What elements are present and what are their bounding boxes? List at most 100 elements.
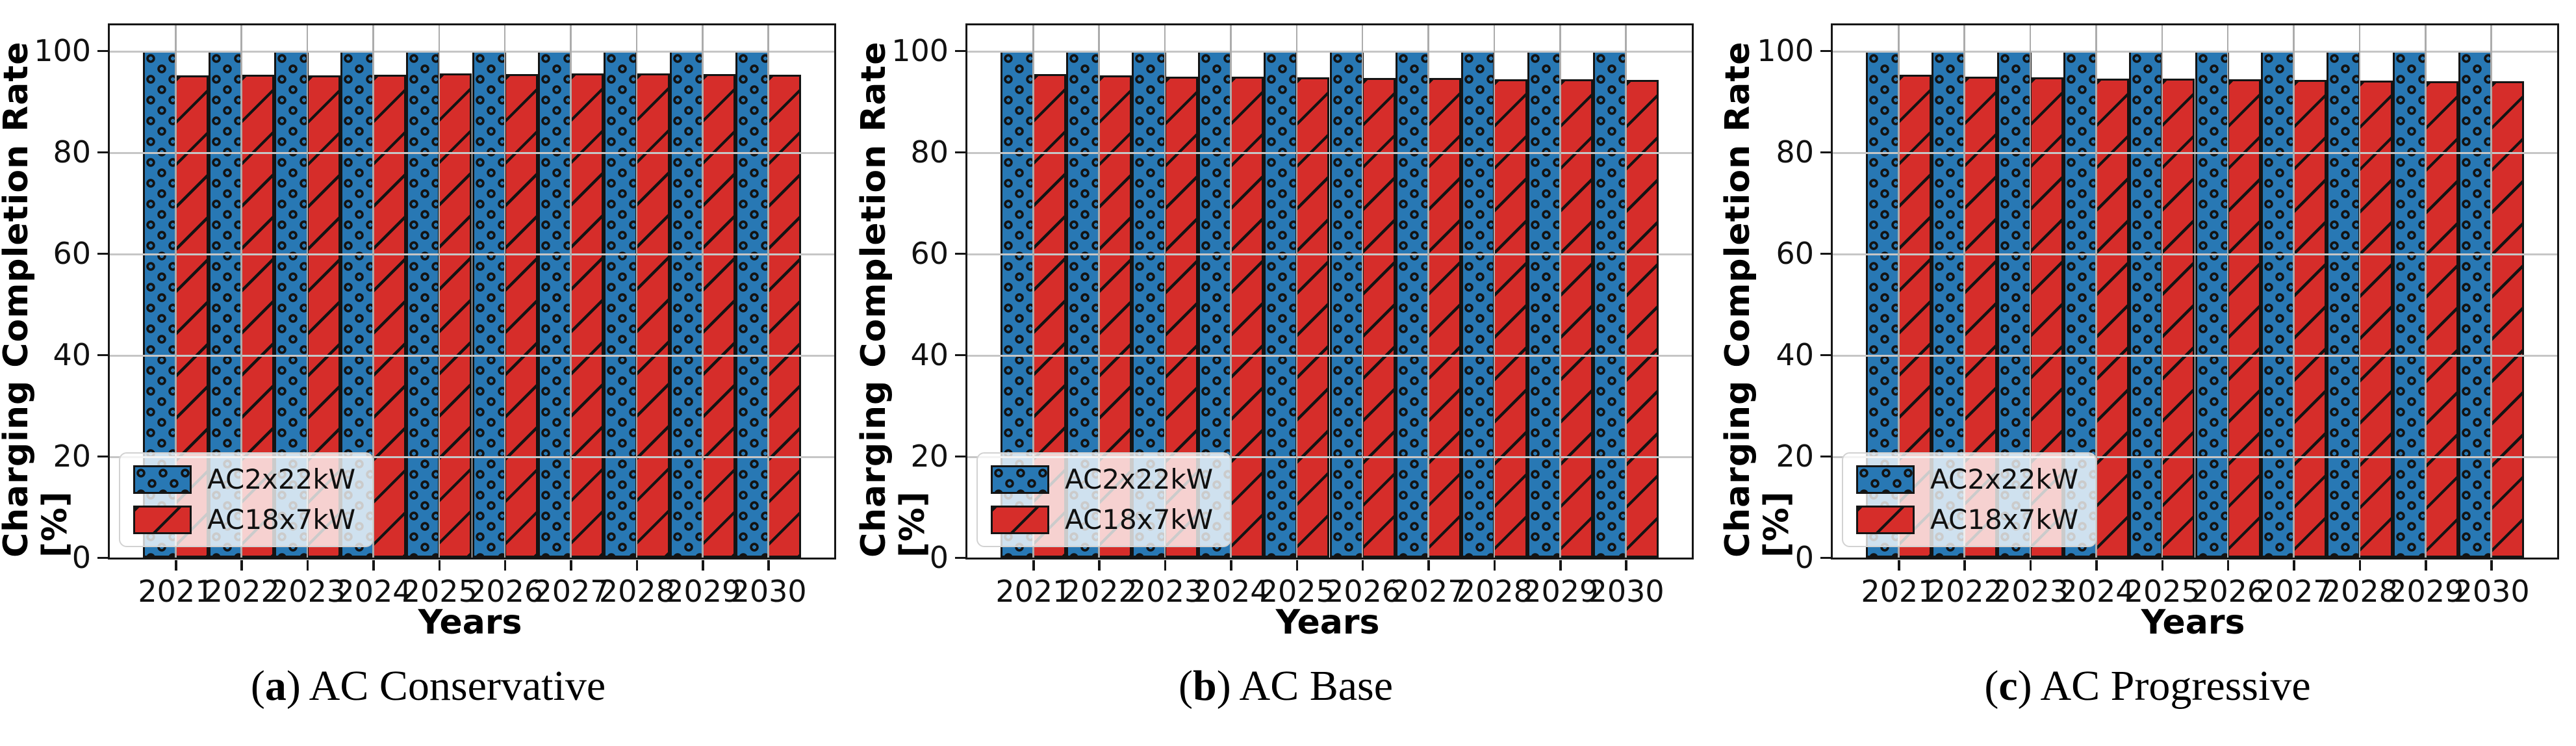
x-tick-label-2025: 2025 <box>401 574 478 609</box>
x-tick-2026 <box>1361 560 1364 571</box>
x-tick-label-2027: 2027 <box>1390 574 1467 609</box>
bar-ac18x7kw-2030 <box>2490 81 2525 558</box>
x-axis-title: Years <box>1275 603 1380 642</box>
bar-ac18x7kw-2028 <box>635 73 670 558</box>
x-tick-2025 <box>438 560 441 571</box>
x-tick-label-2021: 2021 <box>995 574 1072 609</box>
bar-ac18x7kw-2029 <box>1559 79 1593 558</box>
bar-ac18x7kw-2024 <box>2095 78 2130 558</box>
y-tick-label-40: 40 <box>910 337 949 372</box>
y-axis-title: Charging Completion Rate [%] <box>854 41 932 558</box>
y-tick-label-0: 0 <box>1794 539 1814 575</box>
bar-ac2x22kw-2030 <box>1592 51 1627 558</box>
legend-label-ac18x7kw: AC18x7kW <box>207 504 356 535</box>
x-tick-2021 <box>1898 560 1900 571</box>
plot-area-c: AC2x22kW AC18x7kW <box>1831 23 2559 560</box>
x-tick-2024 <box>2095 560 2098 571</box>
x-tick-2023 <box>306 560 309 571</box>
y-tick-label-20: 20 <box>1776 438 1814 474</box>
x-tick-label-2029: 2029 <box>2388 574 2464 609</box>
bar-ac18x7kw-2024 <box>1229 76 1264 558</box>
legend-item-ac2x22kw: AC2x22kW <box>1856 465 2078 494</box>
x-tick-label-2023: 2023 <box>270 574 346 609</box>
y-tick-100 <box>1820 49 1831 53</box>
y-tick-20 <box>1820 455 1831 458</box>
y-tick-label-60: 60 <box>53 235 91 271</box>
bar-ac18x7kw-2028 <box>2358 81 2393 558</box>
bar-ac18x7kw-2029 <box>701 73 735 558</box>
x-tick-2026 <box>2226 560 2230 571</box>
legend-swatch-ac2x22kw-icon <box>1856 465 1915 494</box>
bar-ac2x22kw-2027 <box>2260 51 2295 558</box>
bar-ac2x22kw-2027 <box>537 51 572 558</box>
bar-ac18x7kw-2030 <box>767 75 802 558</box>
y-tick-label-60: 60 <box>910 235 949 271</box>
y-tick-label-80: 80 <box>1776 134 1814 170</box>
panel-caption: (c) AC Progressive <box>1984 662 2311 710</box>
bar-ac2x22kw-2025 <box>406 51 440 558</box>
y-tick-80 <box>1820 151 1831 154</box>
x-tick-label-2024: 2024 <box>2058 574 2135 609</box>
x-tick-2022 <box>1098 560 1101 571</box>
bar-ac2x22kw-2028 <box>604 51 638 558</box>
bar-ac18x7kw-2023 <box>1164 76 1198 558</box>
bar-ac18x7kw-2026 <box>2226 79 2261 558</box>
bar-ac2x22kw-2027 <box>1395 51 1430 558</box>
x-tick-label-2026: 2026 <box>2190 574 2267 609</box>
x-tick-label-2029: 2029 <box>665 574 741 609</box>
bar-ac18x7kw-2030 <box>1625 80 1659 558</box>
plot-area-a: AC2x22kW AC18x7kW <box>108 23 836 560</box>
y-axis-title: Charging Completion Rate [%] <box>1718 41 1796 558</box>
bar-ac2x22kw-2026 <box>2195 51 2229 558</box>
legend-label-ac18x7kw: AC18x7kW <box>1930 504 2079 535</box>
y-tick-20 <box>955 455 965 458</box>
x-tick-2023 <box>1164 560 1167 571</box>
y-tick-label-60: 60 <box>1776 235 1814 271</box>
legend-item-ac18x7kw: AC18x7kW <box>1856 506 2078 534</box>
y-tick-label-80: 80 <box>53 134 91 170</box>
legend: AC2x22kW AC18x7kW <box>976 452 1232 547</box>
x-tick-2024 <box>1230 560 1232 571</box>
x-tick-label-2021: 2021 <box>1861 574 1937 609</box>
bar-ac2x22kw-2029 <box>669 51 704 558</box>
y-tick-label-40: 40 <box>1776 337 1814 372</box>
y-tick-60 <box>1820 252 1831 255</box>
legend: AC2x22kW AC18x7kW <box>1842 452 2097 547</box>
bar-ac2x22kw-2025 <box>1264 51 1298 558</box>
x-tick-label-2025: 2025 <box>1258 574 1335 609</box>
y-tick-60 <box>955 252 965 255</box>
bar-ac2x22kw-2029 <box>2392 51 2427 558</box>
bar-ac18x7kw-2028 <box>1493 79 1527 558</box>
y-tick-20 <box>97 455 108 458</box>
y-tick-label-40: 40 <box>53 337 91 372</box>
x-tick-label-2026: 2026 <box>1325 574 1401 609</box>
x-tick-label-2026: 2026 <box>467 574 544 609</box>
legend-item-ac2x22kw: AC2x22kW <box>991 465 1213 494</box>
x-tick-2029 <box>702 560 704 571</box>
x-tick-2025 <box>1295 560 1299 571</box>
bar-ac2x22kw-2026 <box>1329 51 1364 558</box>
x-tick-label-2022: 2022 <box>1061 574 1138 609</box>
legend-item-ac18x7kw: AC18x7kW <box>133 506 355 534</box>
y-tick-100 <box>97 49 108 53</box>
x-tick-2022 <box>1963 560 1966 571</box>
y-tick-0 <box>1820 556 1831 560</box>
x-tick-label-2028: 2028 <box>598 574 675 609</box>
x-tick-2027 <box>570 560 572 571</box>
bar-ac2x22kw-2029 <box>1527 51 1561 558</box>
legend-swatch-ac2x22kw-icon <box>991 465 1049 494</box>
legend-item-ac2x22kw: AC2x22kW <box>133 465 355 494</box>
legend-label-ac2x22kw: AC2x22kW <box>1930 463 2079 495</box>
x-tick-label-2024: 2024 <box>1193 574 1269 609</box>
y-tick-label-0: 0 <box>71 539 91 575</box>
x-tick-2023 <box>2029 560 2032 571</box>
x-tick-label-2024: 2024 <box>335 574 412 609</box>
bar-ac18x7kw-2025 <box>438 73 472 558</box>
legend-label-ac2x22kw: AC2x22kW <box>207 463 356 495</box>
x-tick-2021 <box>1032 560 1035 571</box>
x-tick-label-2022: 2022 <box>203 574 280 609</box>
x-tick-2028 <box>1493 560 1496 571</box>
x-tick-2026 <box>504 560 507 571</box>
y-axis-title: Charging Completion Rate [%] <box>0 41 75 558</box>
